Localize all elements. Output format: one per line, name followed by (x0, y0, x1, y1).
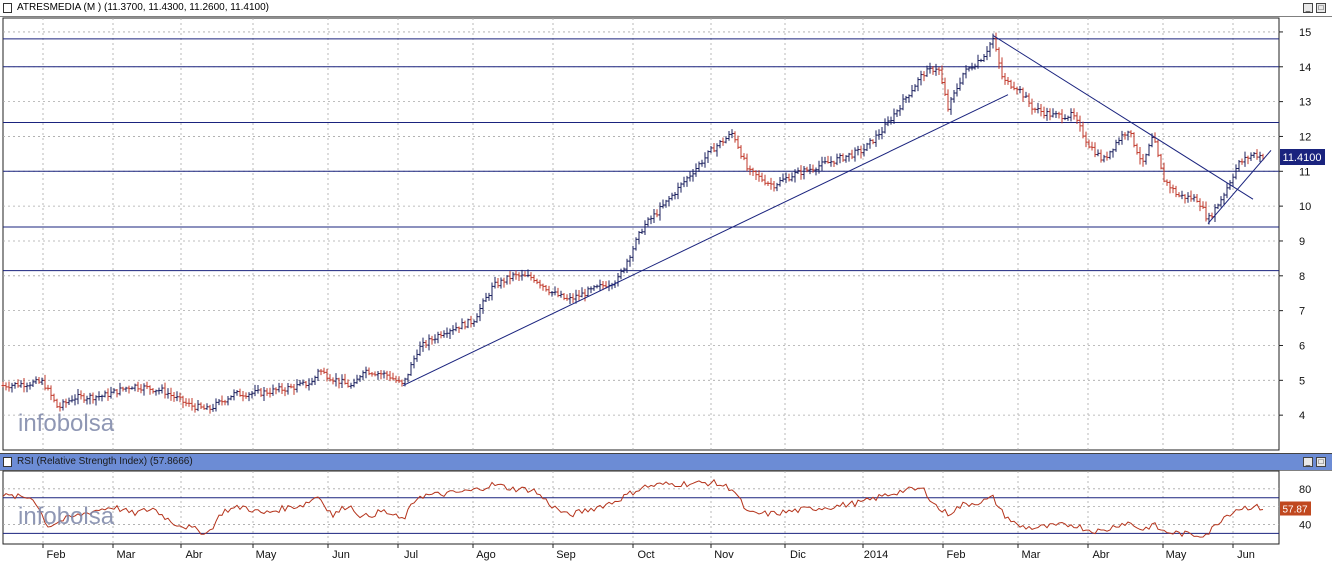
x-tick-label: Dic (790, 549, 806, 561)
x-tick-label: Feb (947, 549, 966, 561)
trend-line-support-2013 (402, 94, 1009, 386)
x-tick-label: Feb (47, 549, 66, 561)
x-tick-label: May (256, 549, 277, 561)
price-tick-label: 15 (1299, 27, 1311, 39)
price-tick-label: 5 (1299, 375, 1305, 387)
x-tick-label: Mar (1022, 549, 1041, 561)
rsi-tick-label: 80 (1299, 484, 1311, 496)
price-tick-label: 14 (1299, 62, 1311, 74)
watermark-logo: infobolsa (18, 410, 115, 437)
rsi-panel-title: RSI (Relative Strength Index) (57.8666) (17, 456, 193, 467)
maximize-icon[interactable]: □ (1316, 3, 1326, 13)
maximize-icon[interactable]: □ (1316, 457, 1326, 467)
x-tick-label: Jun (1237, 549, 1255, 561)
ohlc-bars (1, 32, 1265, 414)
x-tick-label: 2014 (864, 549, 888, 561)
rsi-chart: 40608057.87infobolsaFebMarAbrMayJunJulAg… (2, 470, 1311, 561)
price-chart: 4 5 6 7 8 9 10 11 12 13 14 15 11.4100 infobolsa (1, 17, 1325, 451)
rsi-plot-area (2, 470, 1280, 545)
x-tick-label: Ago (476, 549, 496, 561)
minimize-icon[interactable]: _ (1303, 3, 1313, 13)
trend-line-support-may (1207, 150, 1272, 224)
plot-area (2, 17, 1280, 451)
price-tick-label: 6 (1299, 340, 1305, 352)
rsi-panel-header: RSI (Relative Strength Index) (57.8666) … (0, 453, 1332, 471)
price-tick-label: 11 (1299, 166, 1310, 178)
price-panel-title: ATRESMEDIA (M ) (11.3700, 11.4300, 11.26… (17, 2, 269, 13)
x-tick-label: Abr (1092, 549, 1109, 561)
x-tick-label: Abr (185, 549, 202, 561)
x-tick-label: May (1166, 549, 1187, 561)
x-tick-label: Jul (404, 549, 418, 561)
price-panel-header: ATRESMEDIA (M ) (11.3700, 11.4300, 11.26… (0, 0, 1332, 17)
last-price-label-bg (1280, 149, 1325, 166)
x-tick-label: Nov (714, 549, 734, 561)
x-tick-label: Jun (332, 549, 350, 561)
x-tick-label: Sep (556, 549, 576, 561)
document-icon (3, 3, 12, 13)
price-tick-label: 7 (1299, 306, 1305, 318)
x-tick-label: Oct (637, 549, 654, 561)
price-tick-label: 9 (1299, 236, 1305, 248)
x-tick-label: Mar (117, 549, 136, 561)
rsi-tick-label: 40 (1299, 519, 1311, 531)
price-tick-label: 8 (1299, 271, 1305, 283)
rsi-line (2, 478, 1264, 538)
price-tick-label: 13 (1299, 97, 1311, 109)
minimize-icon[interactable]: _ (1303, 457, 1313, 467)
document-icon (3, 457, 12, 467)
rsi-watermark-logo: infobolsa (18, 503, 115, 530)
trend-line-resistance-2014 (992, 34, 1254, 200)
rsi-value-label-bg (1280, 501, 1311, 516)
price-tick-label: 10 (1299, 201, 1311, 213)
price-tick-label: 12 (1299, 131, 1311, 143)
last-price-label: 11.4100 (1283, 152, 1322, 164)
rsi-value-label: 57.87 (1282, 505, 1307, 516)
price-tick-label: 4 (1299, 410, 1305, 422)
